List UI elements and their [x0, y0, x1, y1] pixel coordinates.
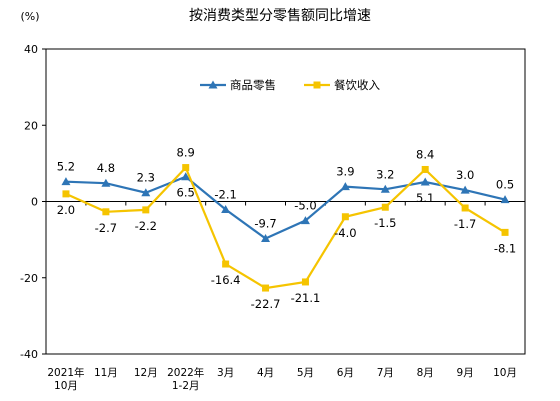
- data-label-catering: -22.7: [251, 297, 281, 311]
- data-point-catering: [341, 213, 349, 221]
- x-tick-label: 4月: [257, 367, 274, 379]
- data-label-retail: -5.0: [294, 199, 316, 213]
- x-tick-label: 2022年: [167, 366, 204, 379]
- data-label-retail: 5.1: [416, 191, 434, 205]
- x-tick-label: 9月: [457, 367, 474, 379]
- data-label-catering: -2.7: [95, 221, 117, 235]
- data-label-catering: -1.7: [454, 217, 476, 231]
- data-point-retail: [500, 195, 510, 204]
- data-point-retail: [61, 177, 71, 186]
- data-label-retail: 6.5: [177, 186, 195, 200]
- data-label-retail: 4.8: [97, 161, 115, 175]
- series-line-catering: [65, 165, 506, 290]
- x-tick-label: 5月: [297, 367, 314, 379]
- y-unit-label: (%): [20, 10, 39, 23]
- data-point-retail: [261, 233, 271, 242]
- data-point-catering: [182, 164, 190, 172]
- data-label-retail: 0.5: [496, 178, 514, 192]
- x-tick-label: 12月: [134, 367, 158, 379]
- data-label-catering: -1.5: [374, 216, 396, 230]
- data-label-retail: 3.9: [336, 165, 354, 179]
- x-tick-label: 1-2月: [172, 380, 200, 392]
- data-label-retail: -2.1: [214, 188, 236, 202]
- data-point-catering: [102, 208, 110, 216]
- data-label-catering: 8.9: [177, 146, 195, 160]
- data-point-catering: [461, 204, 469, 212]
- x-tick-label: 8月: [417, 367, 434, 379]
- data-point-retail: [380, 184, 390, 193]
- x-tick-label: 11月: [94, 367, 118, 379]
- data-label-catering: 8.4: [416, 147, 434, 161]
- series-line-retail: [65, 175, 506, 240]
- data-point-retail: [460, 185, 470, 194]
- x-tick-label: 3月: [217, 367, 234, 379]
- data-label-retail: 3.2: [376, 167, 394, 181]
- data-label-catering: -16.4: [211, 273, 241, 287]
- data-label-catering: -2.2: [135, 219, 157, 233]
- data-point-retail: [420, 177, 430, 186]
- data-point-catering: [62, 190, 70, 198]
- data-point-retail: [181, 172, 191, 181]
- data-point-catering: [421, 165, 429, 173]
- legend-marker-retail: [208, 80, 218, 89]
- data-point-retail: [340, 182, 350, 191]
- data-point-catering: [262, 284, 270, 292]
- y-tick-label: -40: [20, 348, 38, 361]
- data-point-catering: [142, 206, 150, 214]
- x-tick-label: 7月: [377, 367, 394, 379]
- x-tick-label: 10月: [493, 367, 517, 379]
- series-layer: [61, 164, 510, 292]
- data-point-catering: [381, 203, 389, 211]
- y-tick-label: -20: [20, 272, 38, 285]
- data-point-retail: [141, 188, 151, 197]
- legend: 商品零售 餐饮收入: [200, 78, 380, 92]
- data-point-catering: [301, 278, 309, 286]
- legend-label: 商品零售: [230, 78, 276, 92]
- data-point-catering: [501, 228, 509, 236]
- x-tick-label: 6月: [337, 367, 354, 379]
- y-tick-label: 20: [24, 119, 38, 132]
- data-label-retail: 3.0: [456, 168, 474, 182]
- data-label-catering: 2.0: [57, 203, 75, 217]
- x-tick-label: 10月: [54, 380, 78, 392]
- data-label-catering: -21.1: [291, 291, 321, 305]
- data-label-retail: -9.7: [254, 216, 276, 230]
- data-label-retail: 5.2: [57, 160, 75, 174]
- y-tick-label: 40: [24, 43, 38, 56]
- chart-title: 按消费类型分零售额同比增速: [189, 8, 371, 24]
- data-point-retail: [300, 216, 310, 225]
- data-point-retail: [101, 178, 111, 187]
- data-point-catering: [222, 260, 230, 268]
- data-label-retail: 2.3: [137, 171, 155, 185]
- data-label-catering: -8.1: [494, 241, 516, 255]
- legend-label: 餐饮收入: [334, 78, 380, 92]
- legend-marker-catering: [313, 81, 321, 89]
- data-point-retail: [221, 205, 231, 214]
- x-tick-label: 2021年: [47, 366, 84, 379]
- data-label-catering: -4.0: [334, 226, 356, 240]
- data-labels: 5.2 2.0 4.8 -2.7 2.3 -2.2 6.5 8.9 -2.1 -16.4 -9.7 -…: [57, 146, 516, 311]
- y-tick-label: 0: [31, 196, 38, 209]
